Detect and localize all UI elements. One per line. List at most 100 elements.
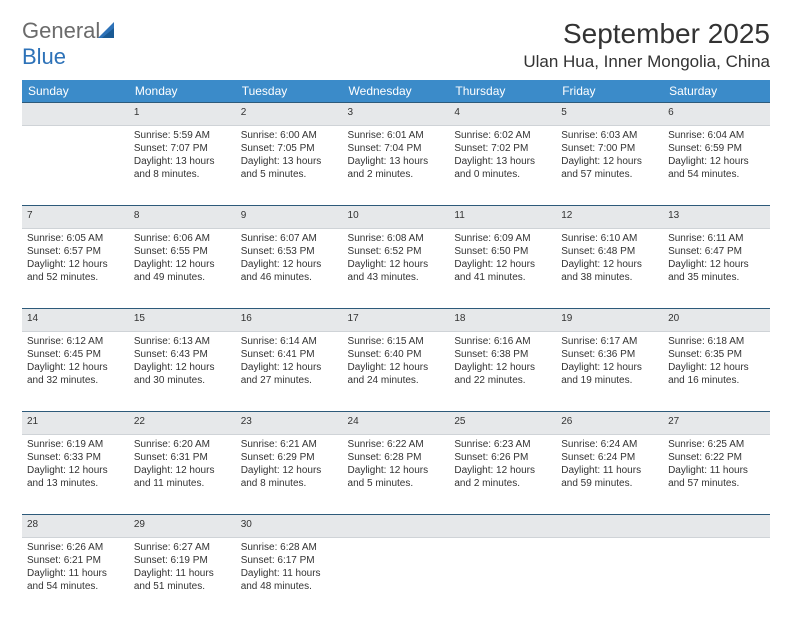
day-cell: Sunrise: 6:24 AMSunset: 6:24 PMDaylight:… <box>556 435 663 515</box>
day-cell: Sunrise: 6:21 AMSunset: 6:29 PMDaylight:… <box>236 435 343 515</box>
weekday-header: Monday <box>129 80 236 103</box>
day-cell <box>449 538 556 618</box>
day-number: 18 <box>449 309 556 332</box>
day-cell: Sunrise: 6:20 AMSunset: 6:31 PMDaylight:… <box>129 435 236 515</box>
sunset-text: Sunset: 6:31 PM <box>134 451 231 464</box>
sunset-text: Sunset: 6:35 PM <box>668 348 765 361</box>
day-cell: Sunrise: 6:16 AMSunset: 6:38 PMDaylight:… <box>449 332 556 412</box>
daylight-text: Daylight: 12 hours and 8 minutes. <box>241 464 338 490</box>
sunrise-text: Sunrise: 6:16 AM <box>454 335 551 348</box>
day-number: 26 <box>556 412 663 435</box>
daylight-text: Daylight: 12 hours and 27 minutes. <box>241 361 338 387</box>
day-cell <box>22 126 129 206</box>
sunset-text: Sunset: 6:33 PM <box>27 451 124 464</box>
daylight-text: Daylight: 12 hours and 24 minutes. <box>348 361 445 387</box>
daylight-text: Daylight: 13 hours and 5 minutes. <box>241 155 338 181</box>
sunset-text: Sunset: 6:47 PM <box>668 245 765 258</box>
day-number: 11 <box>449 206 556 229</box>
day-number: 7 <box>22 206 129 229</box>
day-cell: Sunrise: 6:13 AMSunset: 6:43 PMDaylight:… <box>129 332 236 412</box>
day-number: 21 <box>22 412 129 435</box>
day-number: 13 <box>663 206 770 229</box>
weekday-header-row: Sunday Monday Tuesday Wednesday Thursday… <box>22 80 770 103</box>
sunrise-text: Sunrise: 6:05 AM <box>27 232 124 245</box>
sunset-text: Sunset: 7:00 PM <box>561 142 658 155</box>
day-cell: Sunrise: 6:02 AMSunset: 7:02 PMDaylight:… <box>449 126 556 206</box>
sunset-text: Sunset: 7:02 PM <box>454 142 551 155</box>
daylight-text: Daylight: 11 hours and 54 minutes. <box>27 567 124 593</box>
day-cell <box>663 538 770 618</box>
sunrise-text: Sunrise: 6:08 AM <box>348 232 445 245</box>
day-number: 5 <box>556 103 663 126</box>
sunrise-text: Sunrise: 6:19 AM <box>27 438 124 451</box>
sunset-text: Sunset: 6:19 PM <box>134 554 231 567</box>
day-cell: Sunrise: 6:01 AMSunset: 7:04 PMDaylight:… <box>343 126 450 206</box>
brand-text: GeneralBlue <box>22 18 118 70</box>
sunset-text: Sunset: 6:17 PM <box>241 554 338 567</box>
sunrise-text: Sunrise: 6:25 AM <box>668 438 765 451</box>
day-number: 28 <box>22 515 129 538</box>
day-cell: Sunrise: 6:09 AMSunset: 6:50 PMDaylight:… <box>449 229 556 309</box>
day-cell: Sunrise: 6:18 AMSunset: 6:35 PMDaylight:… <box>663 332 770 412</box>
weekday-header: Thursday <box>449 80 556 103</box>
sunrise-text: Sunrise: 6:11 AM <box>668 232 765 245</box>
daylight-text: Daylight: 12 hours and 41 minutes. <box>454 258 551 284</box>
calendar-body: 123456Sunrise: 5:59 AMSunset: 7:07 PMDay… <box>22 103 770 618</box>
day-cell: Sunrise: 6:12 AMSunset: 6:45 PMDaylight:… <box>22 332 129 412</box>
sunrise-text: Sunrise: 6:00 AM <box>241 129 338 142</box>
sail-icon <box>98 18 118 34</box>
daylight-text: Daylight: 12 hours and 13 minutes. <box>27 464 124 490</box>
day-cell <box>343 538 450 618</box>
sunrise-text: Sunrise: 6:12 AM <box>27 335 124 348</box>
sunset-text: Sunset: 6:28 PM <box>348 451 445 464</box>
day-cell: Sunrise: 6:05 AMSunset: 6:57 PMDaylight:… <box>22 229 129 309</box>
title-block: September 2025 Ulan Hua, Inner Mongolia,… <box>523 18 770 72</box>
daylight-text: Daylight: 12 hours and 54 minutes. <box>668 155 765 181</box>
week-row: Sunrise: 5:59 AMSunset: 7:07 PMDaylight:… <box>22 126 770 206</box>
day-number: 8 <box>129 206 236 229</box>
sunrise-text: Sunrise: 6:15 AM <box>348 335 445 348</box>
day-number: 6 <box>663 103 770 126</box>
daylight-text: Daylight: 11 hours and 59 minutes. <box>561 464 658 490</box>
day-number: 12 <box>556 206 663 229</box>
sunrise-text: Sunrise: 6:22 AM <box>348 438 445 451</box>
sunset-text: Sunset: 6:48 PM <box>561 245 658 258</box>
day-number <box>556 515 663 538</box>
sunrise-text: Sunrise: 6:09 AM <box>454 232 551 245</box>
sunset-text: Sunset: 6:24 PM <box>561 451 658 464</box>
sunset-text: Sunset: 6:50 PM <box>454 245 551 258</box>
day-number: 30 <box>236 515 343 538</box>
daylight-text: Daylight: 13 hours and 2 minutes. <box>348 155 445 181</box>
day-number: 10 <box>343 206 450 229</box>
brand-logo: GeneralBlue <box>22 18 118 70</box>
daylight-text: Daylight: 11 hours and 48 minutes. <box>241 567 338 593</box>
sunset-text: Sunset: 6:41 PM <box>241 348 338 361</box>
daylight-text: Daylight: 12 hours and 46 minutes. <box>241 258 338 284</box>
daylight-text: Daylight: 12 hours and 49 minutes. <box>134 258 231 284</box>
sunrise-text: Sunrise: 6:28 AM <box>241 541 338 554</box>
day-number: 27 <box>663 412 770 435</box>
sunrise-text: Sunrise: 6:27 AM <box>134 541 231 554</box>
daynum-row: 78910111213 <box>22 206 770 229</box>
day-cell: Sunrise: 6:08 AMSunset: 6:52 PMDaylight:… <box>343 229 450 309</box>
day-number: 1 <box>129 103 236 126</box>
sunrise-text: Sunrise: 6:20 AM <box>134 438 231 451</box>
sunset-text: Sunset: 6:57 PM <box>27 245 124 258</box>
sunset-text: Sunset: 6:45 PM <box>27 348 124 361</box>
daylight-text: Daylight: 12 hours and 11 minutes. <box>134 464 231 490</box>
day-cell: Sunrise: 6:14 AMSunset: 6:41 PMDaylight:… <box>236 332 343 412</box>
sunrise-text: Sunrise: 6:18 AM <box>668 335 765 348</box>
daylight-text: Daylight: 13 hours and 8 minutes. <box>134 155 231 181</box>
daynum-row: 282930 <box>22 515 770 538</box>
sunrise-text: Sunrise: 6:04 AM <box>668 129 765 142</box>
day-number: 17 <box>343 309 450 332</box>
day-cell: Sunrise: 6:25 AMSunset: 6:22 PMDaylight:… <box>663 435 770 515</box>
day-cell: Sunrise: 6:10 AMSunset: 6:48 PMDaylight:… <box>556 229 663 309</box>
day-number: 3 <box>343 103 450 126</box>
weekday-header: Saturday <box>663 80 770 103</box>
daylight-text: Daylight: 12 hours and 30 minutes. <box>134 361 231 387</box>
week-row: Sunrise: 6:26 AMSunset: 6:21 PMDaylight:… <box>22 538 770 618</box>
day-number: 9 <box>236 206 343 229</box>
sunset-text: Sunset: 6:21 PM <box>27 554 124 567</box>
sunrise-text: Sunrise: 6:24 AM <box>561 438 658 451</box>
